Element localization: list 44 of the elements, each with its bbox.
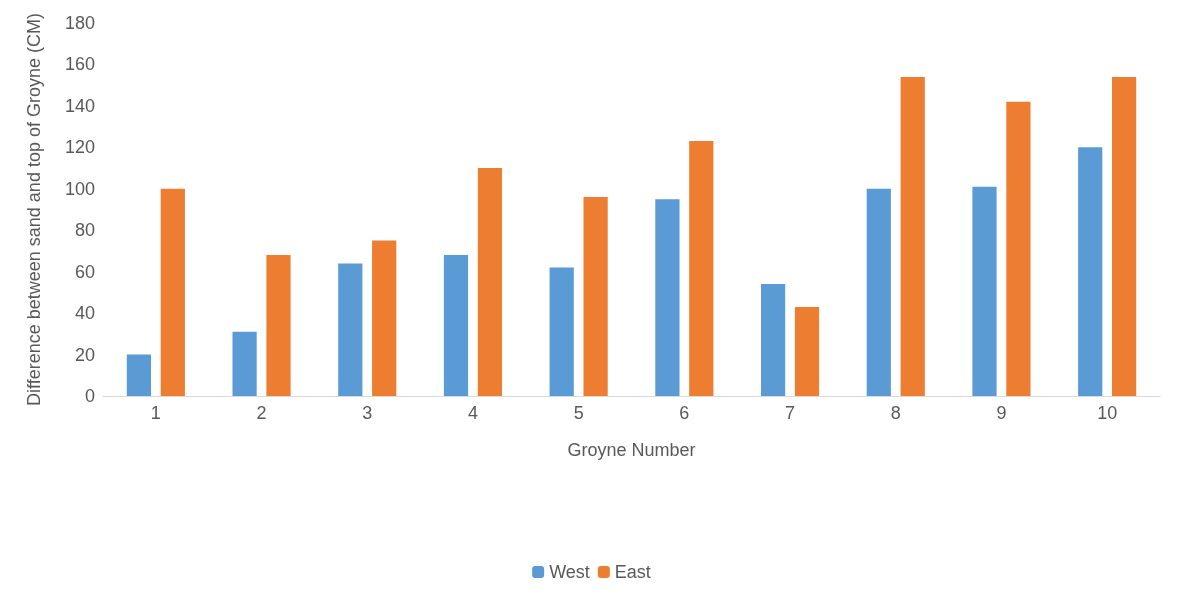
y-tick-label: 20 <box>74 344 95 365</box>
y-tick-label: 0 <box>84 386 95 406</box>
bar <box>583 197 608 396</box>
y-tick-label: 40 <box>74 303 95 324</box>
bar <box>689 141 714 396</box>
y-tick-label: 120 <box>64 137 95 158</box>
bar <box>794 306 820 396</box>
x-tick-label: 7 <box>785 403 796 423</box>
y-axis-title: Difference between sand and top of Groyne (CM) <box>24 13 44 406</box>
bar <box>126 354 152 396</box>
bar <box>266 255 291 396</box>
bar <box>655 199 680 396</box>
bar <box>477 168 503 396</box>
y-tick-label: 100 <box>64 178 95 199</box>
x-tick-label: 4 <box>467 403 478 423</box>
bar <box>1111 76 1137 396</box>
bar <box>972 186 997 396</box>
y-tick-label: 180 <box>64 13 95 33</box>
y-tick-label: 140 <box>64 95 95 116</box>
bar <box>1078 147 1103 396</box>
x-tick-label: 1 <box>150 403 161 423</box>
x-axis-title: Groyne Number <box>567 440 696 460</box>
x-tick-label: 6 <box>679 403 690 423</box>
bar <box>338 263 363 396</box>
bar <box>372 240 397 396</box>
x-tick-label: 10 <box>1097 403 1118 423</box>
y-tick-label: 160 <box>64 54 95 75</box>
legend-label: East <box>614 562 651 582</box>
x-tick-label: 9 <box>996 403 1007 423</box>
bar <box>549 267 574 396</box>
bar <box>900 76 925 396</box>
bar <box>1006 101 1031 396</box>
x-tick-label: 8 <box>890 403 901 423</box>
bar <box>232 331 257 396</box>
x-tick-label: 2 <box>256 403 267 423</box>
bar <box>866 188 891 396</box>
bar <box>443 255 469 396</box>
x-tick-label: 5 <box>573 403 584 423</box>
bar <box>160 188 185 396</box>
y-tick-label: 80 <box>74 220 95 241</box>
x-tick-label: 3 <box>362 403 373 423</box>
y-tick-label: 60 <box>74 261 95 282</box>
bar <box>760 284 786 396</box>
legend-label: West <box>549 562 590 582</box>
